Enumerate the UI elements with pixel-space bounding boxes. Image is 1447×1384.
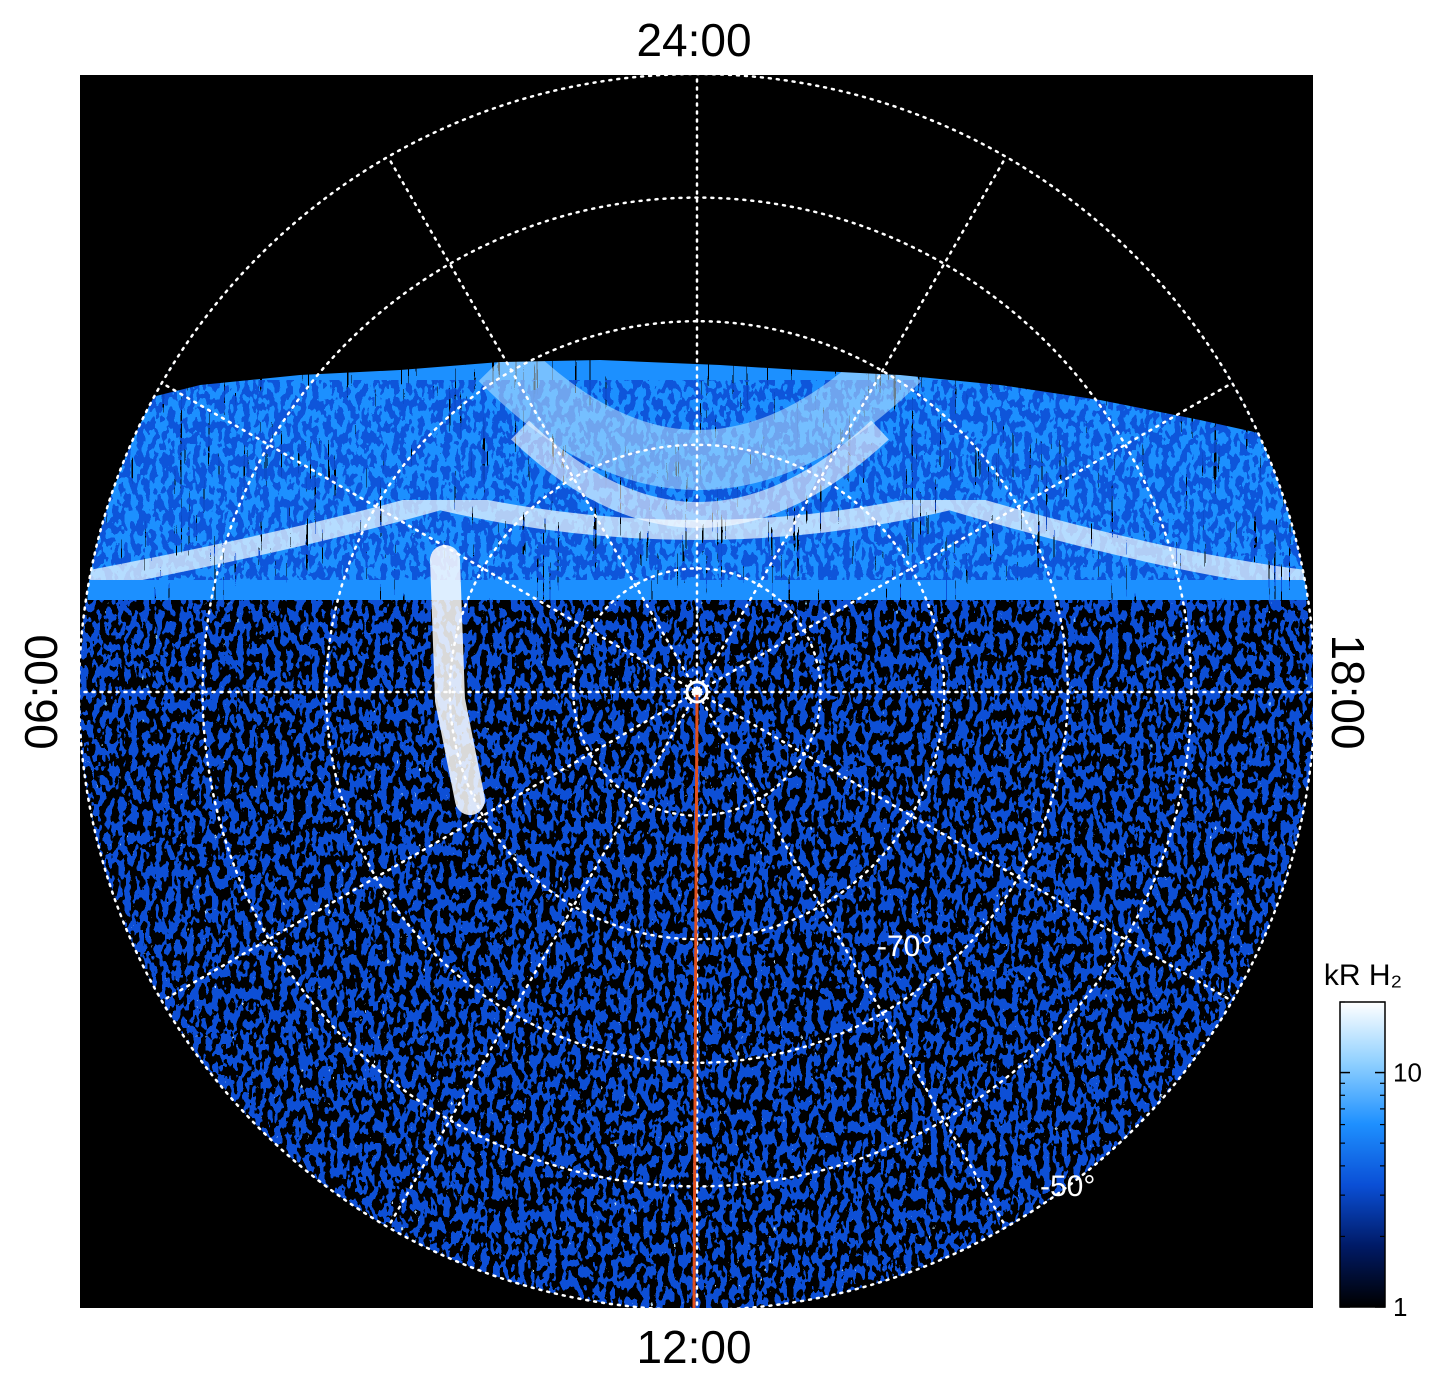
pole-marker xyxy=(685,680,709,704)
noon-meridian-line xyxy=(692,691,699,1309)
pole-marker-layer xyxy=(685,680,709,704)
local-time-meridian xyxy=(160,691,697,1003)
local-time-meridian xyxy=(160,381,697,693)
local-time-meridian xyxy=(386,155,698,692)
colorbar: kR H₂ 1 10 xyxy=(1324,959,1422,1322)
local-time-meridian xyxy=(697,381,1234,693)
polar-grid xyxy=(77,72,1317,1312)
colorbar-tick-label: 10 xyxy=(1393,1058,1422,1088)
colorbar-title: kR H₂ xyxy=(1324,959,1402,992)
lt-label-right: 18:00 xyxy=(1322,634,1374,749)
colorbar-gradient xyxy=(1339,1001,1386,1308)
lt-label-top: 24:00 xyxy=(636,14,751,66)
local-time-meridian xyxy=(696,692,1008,1229)
lt-label-bottom: 12:00 xyxy=(636,1321,751,1373)
latitude-circle xyxy=(201,196,1193,1188)
local-time-meridian xyxy=(697,691,1234,1003)
latitude-circle xyxy=(77,72,1317,1312)
colorbar-tick-label: 1 xyxy=(1393,1292,1407,1322)
meridian-line-layer xyxy=(692,691,699,1309)
latitude-circle xyxy=(448,443,946,941)
lat-label-70: -70° xyxy=(877,930,932,963)
lat-label-50: -50° xyxy=(1040,1170,1095,1203)
lt-label-left: 06:00 xyxy=(15,634,67,749)
local-time-meridian xyxy=(386,692,698,1229)
colorbar-ticks: 1 10 xyxy=(1340,1001,1422,1322)
local-time-meridian xyxy=(696,155,1008,692)
pole-marker-dot xyxy=(694,689,700,695)
